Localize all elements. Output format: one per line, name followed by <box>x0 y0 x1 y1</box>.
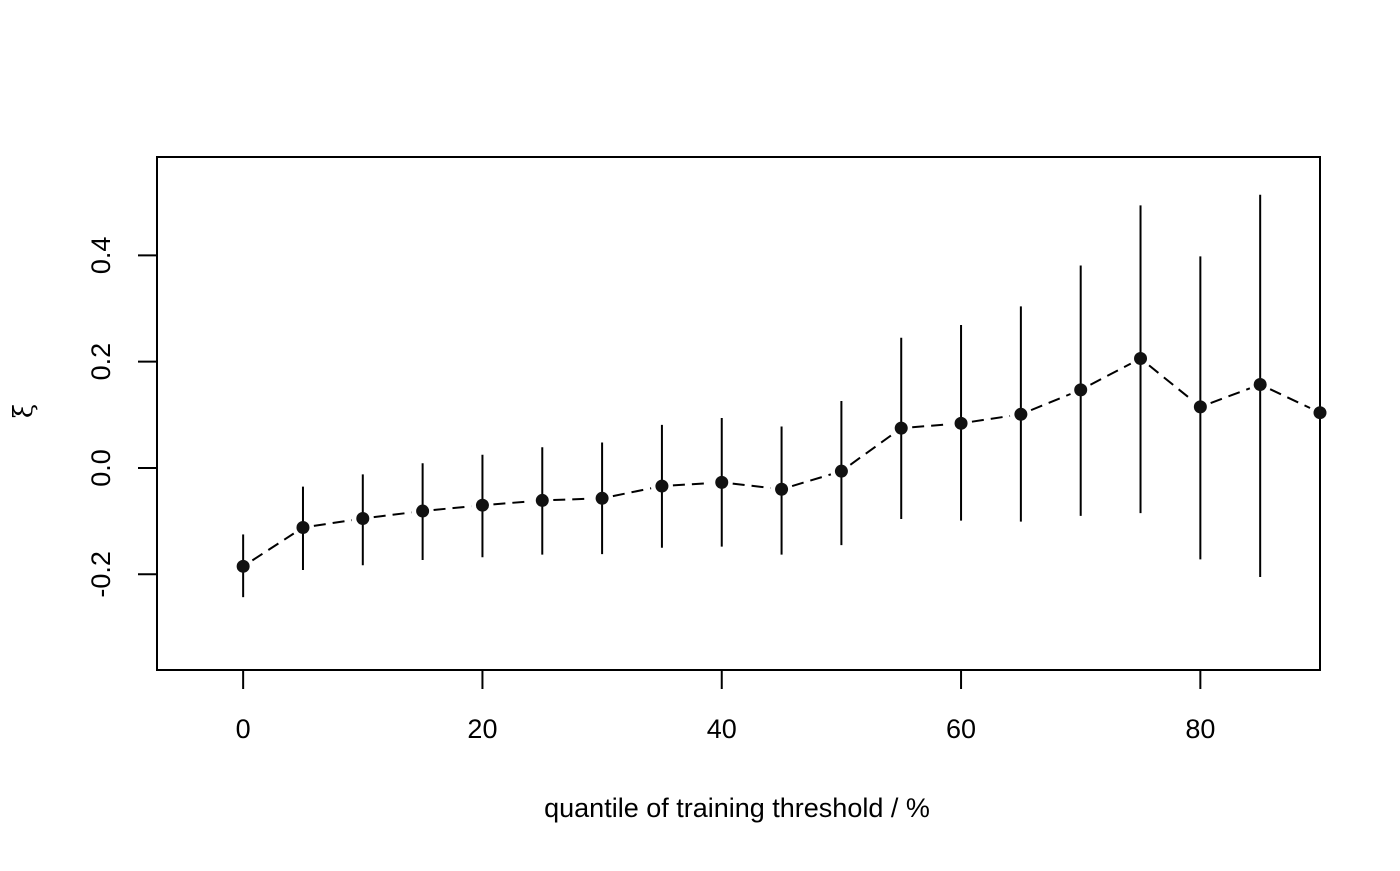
connector-line <box>791 473 832 488</box>
data-point <box>715 475 729 489</box>
y-tick-label: 0.4 <box>86 237 116 275</box>
data-point <box>595 491 609 505</box>
data-point <box>775 482 789 496</box>
x-axis-title: quantile of training threshold / % <box>544 793 930 823</box>
connector-line <box>1030 393 1071 412</box>
data-point <box>834 464 848 478</box>
plot-frame <box>156 156 1321 671</box>
data-point <box>1253 378 1267 392</box>
data-point <box>475 498 489 512</box>
x-tick-label: 80 <box>1185 714 1215 744</box>
data-point <box>1134 351 1148 365</box>
y-tick-label: 0.0 <box>86 449 116 487</box>
connector-line <box>1269 388 1311 409</box>
connector-line <box>553 497 592 502</box>
x-tick-label: 20 <box>467 714 497 744</box>
connector-line <box>912 423 951 429</box>
x-tick-label: 40 <box>707 714 737 744</box>
y-tick-label: -0.2 <box>86 551 116 598</box>
data-point <box>296 521 310 535</box>
connector-line <box>849 433 893 466</box>
connector-line <box>1089 362 1132 386</box>
data-point <box>236 559 250 573</box>
x-axis: 0 20 40 60 80 <box>236 669 1215 744</box>
connector-line <box>1210 387 1251 404</box>
connector-line <box>373 511 412 519</box>
connector-line <box>433 505 472 511</box>
x-tick-label: 0 <box>236 714 251 744</box>
points <box>236 351 1327 573</box>
data-point <box>1014 407 1028 421</box>
connector-line <box>1148 364 1193 401</box>
y-axis-title: ξ <box>9 404 39 418</box>
data-point <box>894 421 908 435</box>
x-tick-label: 60 <box>946 714 976 744</box>
data-point <box>535 493 549 507</box>
connector-line <box>672 482 711 487</box>
data-point <box>954 416 968 430</box>
connector-line <box>971 414 1011 423</box>
data-point <box>1313 406 1327 420</box>
connector-lines <box>251 362 1311 562</box>
y-tick-label: 0.2 <box>86 343 116 381</box>
data-point <box>1193 400 1207 414</box>
y-axis: -0.2 0.0 0.2 0.4 <box>86 237 158 598</box>
connector-line <box>493 500 532 506</box>
connector-line <box>732 482 771 489</box>
data-point <box>655 479 669 493</box>
error-bars <box>242 175 1321 652</box>
data-point <box>416 504 430 518</box>
connector-line <box>612 487 652 498</box>
data-point <box>1074 383 1088 397</box>
connector-line <box>313 519 353 527</box>
connector-line <box>251 532 295 562</box>
data-point <box>356 511 370 525</box>
